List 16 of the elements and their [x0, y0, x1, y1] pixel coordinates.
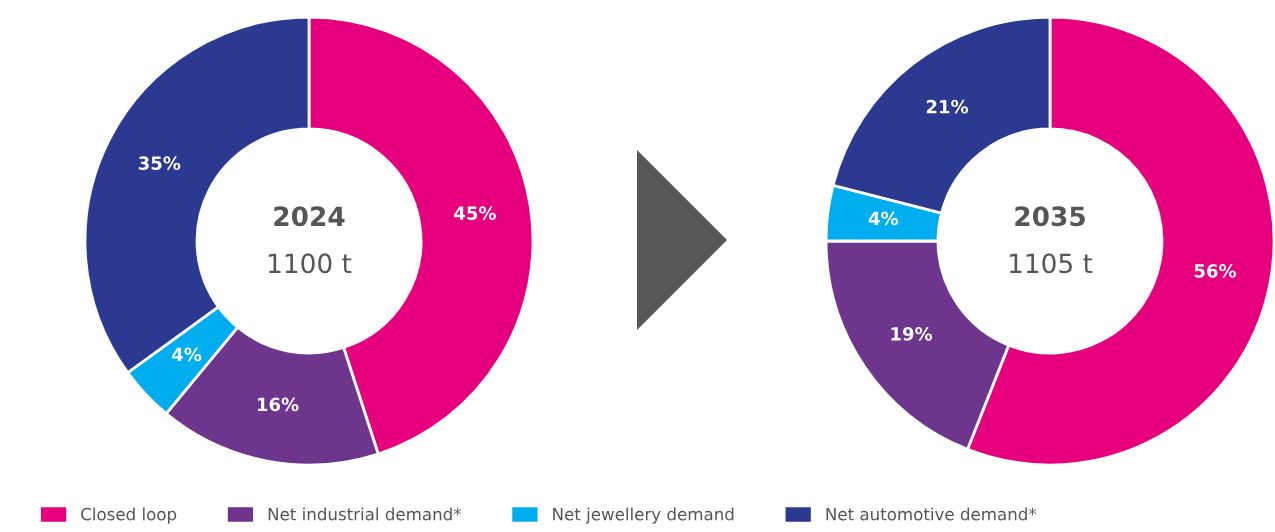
- data-label: 35%: [138, 156, 181, 170]
- text: 2035: [1015, 206, 1085, 227]
- text: 1105 t: [1009, 253, 1093, 274]
- data-label: 19%: [891, 327, 933, 341]
- legend-label: Net automotive demand*: [826, 507, 1037, 521]
- data-label: 21%: [926, 99, 969, 114]
- legend-label: Closed loop: [81, 507, 177, 524]
- legend-label: Net jewellery demand: [553, 507, 734, 524]
- legend-label: Net industrial demand*: [268, 507, 462, 521]
- data-label: 45%: [454, 206, 496, 220]
- data-label: 16%: [257, 397, 299, 412]
- text: 2024: [274, 206, 345, 227]
- data-label: 4%: [172, 347, 202, 362]
- data-label: 56%: [1194, 264, 1237, 278]
- data-label: 4%: [868, 211, 899, 226]
- text: 1100 t: [268, 253, 352, 274]
